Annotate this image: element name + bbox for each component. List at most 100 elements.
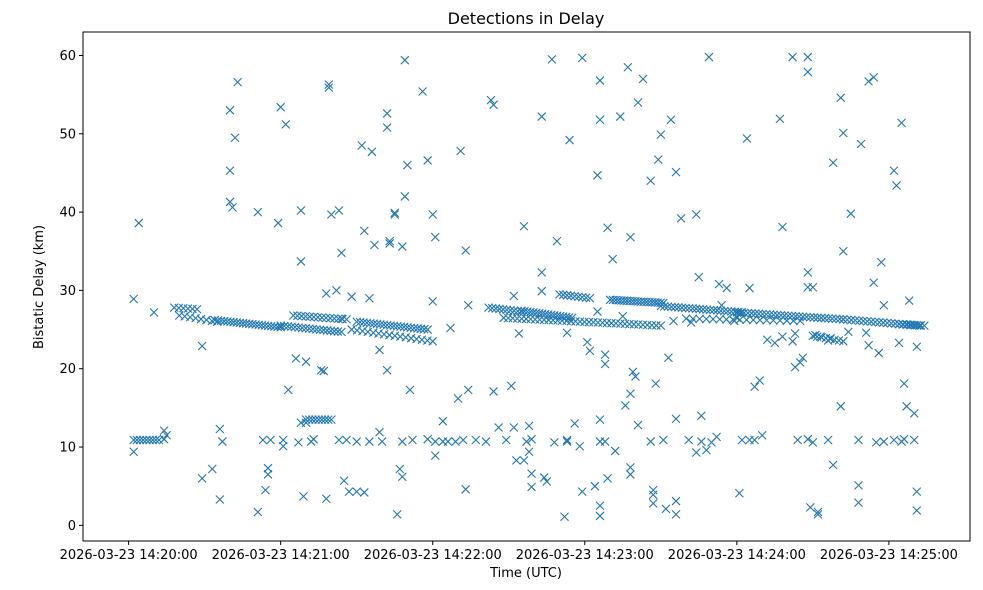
detection-marker	[722, 283, 732, 293]
detection-marker	[508, 313, 518, 323]
detection-marker	[489, 387, 498, 396]
detection-marker	[506, 381, 516, 391]
detection-marker	[828, 158, 838, 168]
detection-marker	[489, 100, 498, 110]
detection-marker	[522, 437, 531, 446]
detection-marker	[458, 435, 468, 445]
detection-marker	[423, 434, 433, 444]
detection-marker	[228, 203, 237, 212]
detection-marker	[626, 232, 635, 242]
detection-marker	[666, 115, 676, 125]
detection-marker	[329, 314, 339, 323]
detection-marker	[397, 242, 407, 251]
detection-marker	[392, 509, 402, 519]
y-tick-label: 50	[59, 127, 76, 142]
detection-marker	[600, 437, 610, 446]
detection-marker	[334, 206, 344, 215]
detection-marker	[438, 416, 448, 426]
detection-marker	[603, 223, 612, 233]
detection-marker	[765, 310, 775, 319]
detection-marker	[539, 473, 549, 482]
detection-marker	[484, 303, 493, 313]
detection-marker	[870, 317, 880, 327]
detection-marker	[196, 314, 206, 324]
detection-marker	[778, 222, 787, 232]
detection-marker	[263, 463, 273, 473]
detection-marker	[502, 305, 512, 315]
detection-marker	[253, 507, 263, 517]
detection-marker	[197, 341, 207, 351]
detection-marker	[823, 435, 833, 445]
detection-marker	[471, 435, 481, 445]
detection-marker	[719, 306, 729, 316]
detection-marker	[745, 283, 754, 293]
detection-marker	[803, 67, 813, 77]
detection-marker	[481, 437, 491, 446]
detection-marker	[501, 435, 511, 445]
detection-marker	[862, 316, 872, 326]
detection-marker	[798, 312, 808, 322]
detection-marker	[562, 328, 572, 338]
detection-marker	[899, 434, 909, 444]
detection-marker	[843, 327, 853, 337]
detection-marker	[616, 319, 625, 329]
detection-marker	[453, 394, 463, 403]
detection-marker	[430, 437, 440, 446]
detection-marker	[511, 455, 521, 465]
detection-marker	[912, 487, 922, 497]
detection-marker	[595, 115, 605, 125]
detection-marker	[185, 312, 195, 322]
detection-marker	[294, 323, 303, 332]
detection-marker	[743, 308, 753, 318]
detection-marker	[646, 437, 656, 446]
detection-marker	[788, 52, 797, 62]
detection-marker	[129, 294, 139, 304]
detection-marker	[367, 147, 377, 157]
detection-marker	[889, 166, 899, 175]
detection-marker	[742, 315, 751, 325]
detection-marker	[527, 434, 536, 444]
detection-marker	[659, 301, 669, 311]
detection-marker	[854, 435, 863, 445]
detection-marker	[584, 317, 594, 327]
detection-marker	[826, 333, 836, 343]
detection-marker	[217, 437, 227, 446]
detection-marker	[904, 296, 914, 305]
detection-marker	[842, 315, 852, 325]
detection-marker	[611, 319, 621, 328]
detection-marker	[428, 296, 438, 306]
detection-marker	[325, 313, 335, 323]
detection-marker	[813, 507, 823, 517]
detection-marker	[233, 77, 242, 87]
detection-marker	[838, 246, 848, 256]
detection-marker	[856, 139, 866, 149]
detection-marker	[791, 311, 800, 321]
detection-marker	[364, 437, 374, 446]
detection-marker	[390, 210, 400, 219]
detection-marker	[916, 321, 926, 330]
detection-marker	[648, 485, 658, 495]
detection-marker	[898, 319, 908, 329]
detection-marker	[419, 324, 429, 334]
x-tick-label: 2026-03-23 14:25:00	[820, 548, 958, 563]
x-tick-label: 2026-03-23 14:20:00	[60, 548, 198, 563]
x-tick-label: 2026-03-23 14:24:00	[668, 548, 806, 563]
detection-marker	[684, 303, 694, 313]
detection-marker	[882, 318, 892, 328]
detection-marker	[646, 176, 656, 186]
detection-marker	[461, 246, 471, 255]
detection-marker	[858, 316, 868, 326]
y-axis-label: Bistatic Delay (km)	[32, 225, 47, 349]
detection-marker	[296, 257, 306, 266]
detection-marker	[869, 73, 879, 82]
detection-marker	[602, 318, 612, 328]
detection-marker	[581, 293, 591, 303]
detection-marker	[253, 207, 263, 217]
detection-marker	[191, 313, 200, 323]
detection-marker	[626, 463, 635, 472]
detection-marker	[747, 308, 756, 318]
detection-marker	[408, 435, 417, 445]
detection-marker	[886, 318, 896, 328]
y-tick-label: 30	[59, 284, 76, 299]
